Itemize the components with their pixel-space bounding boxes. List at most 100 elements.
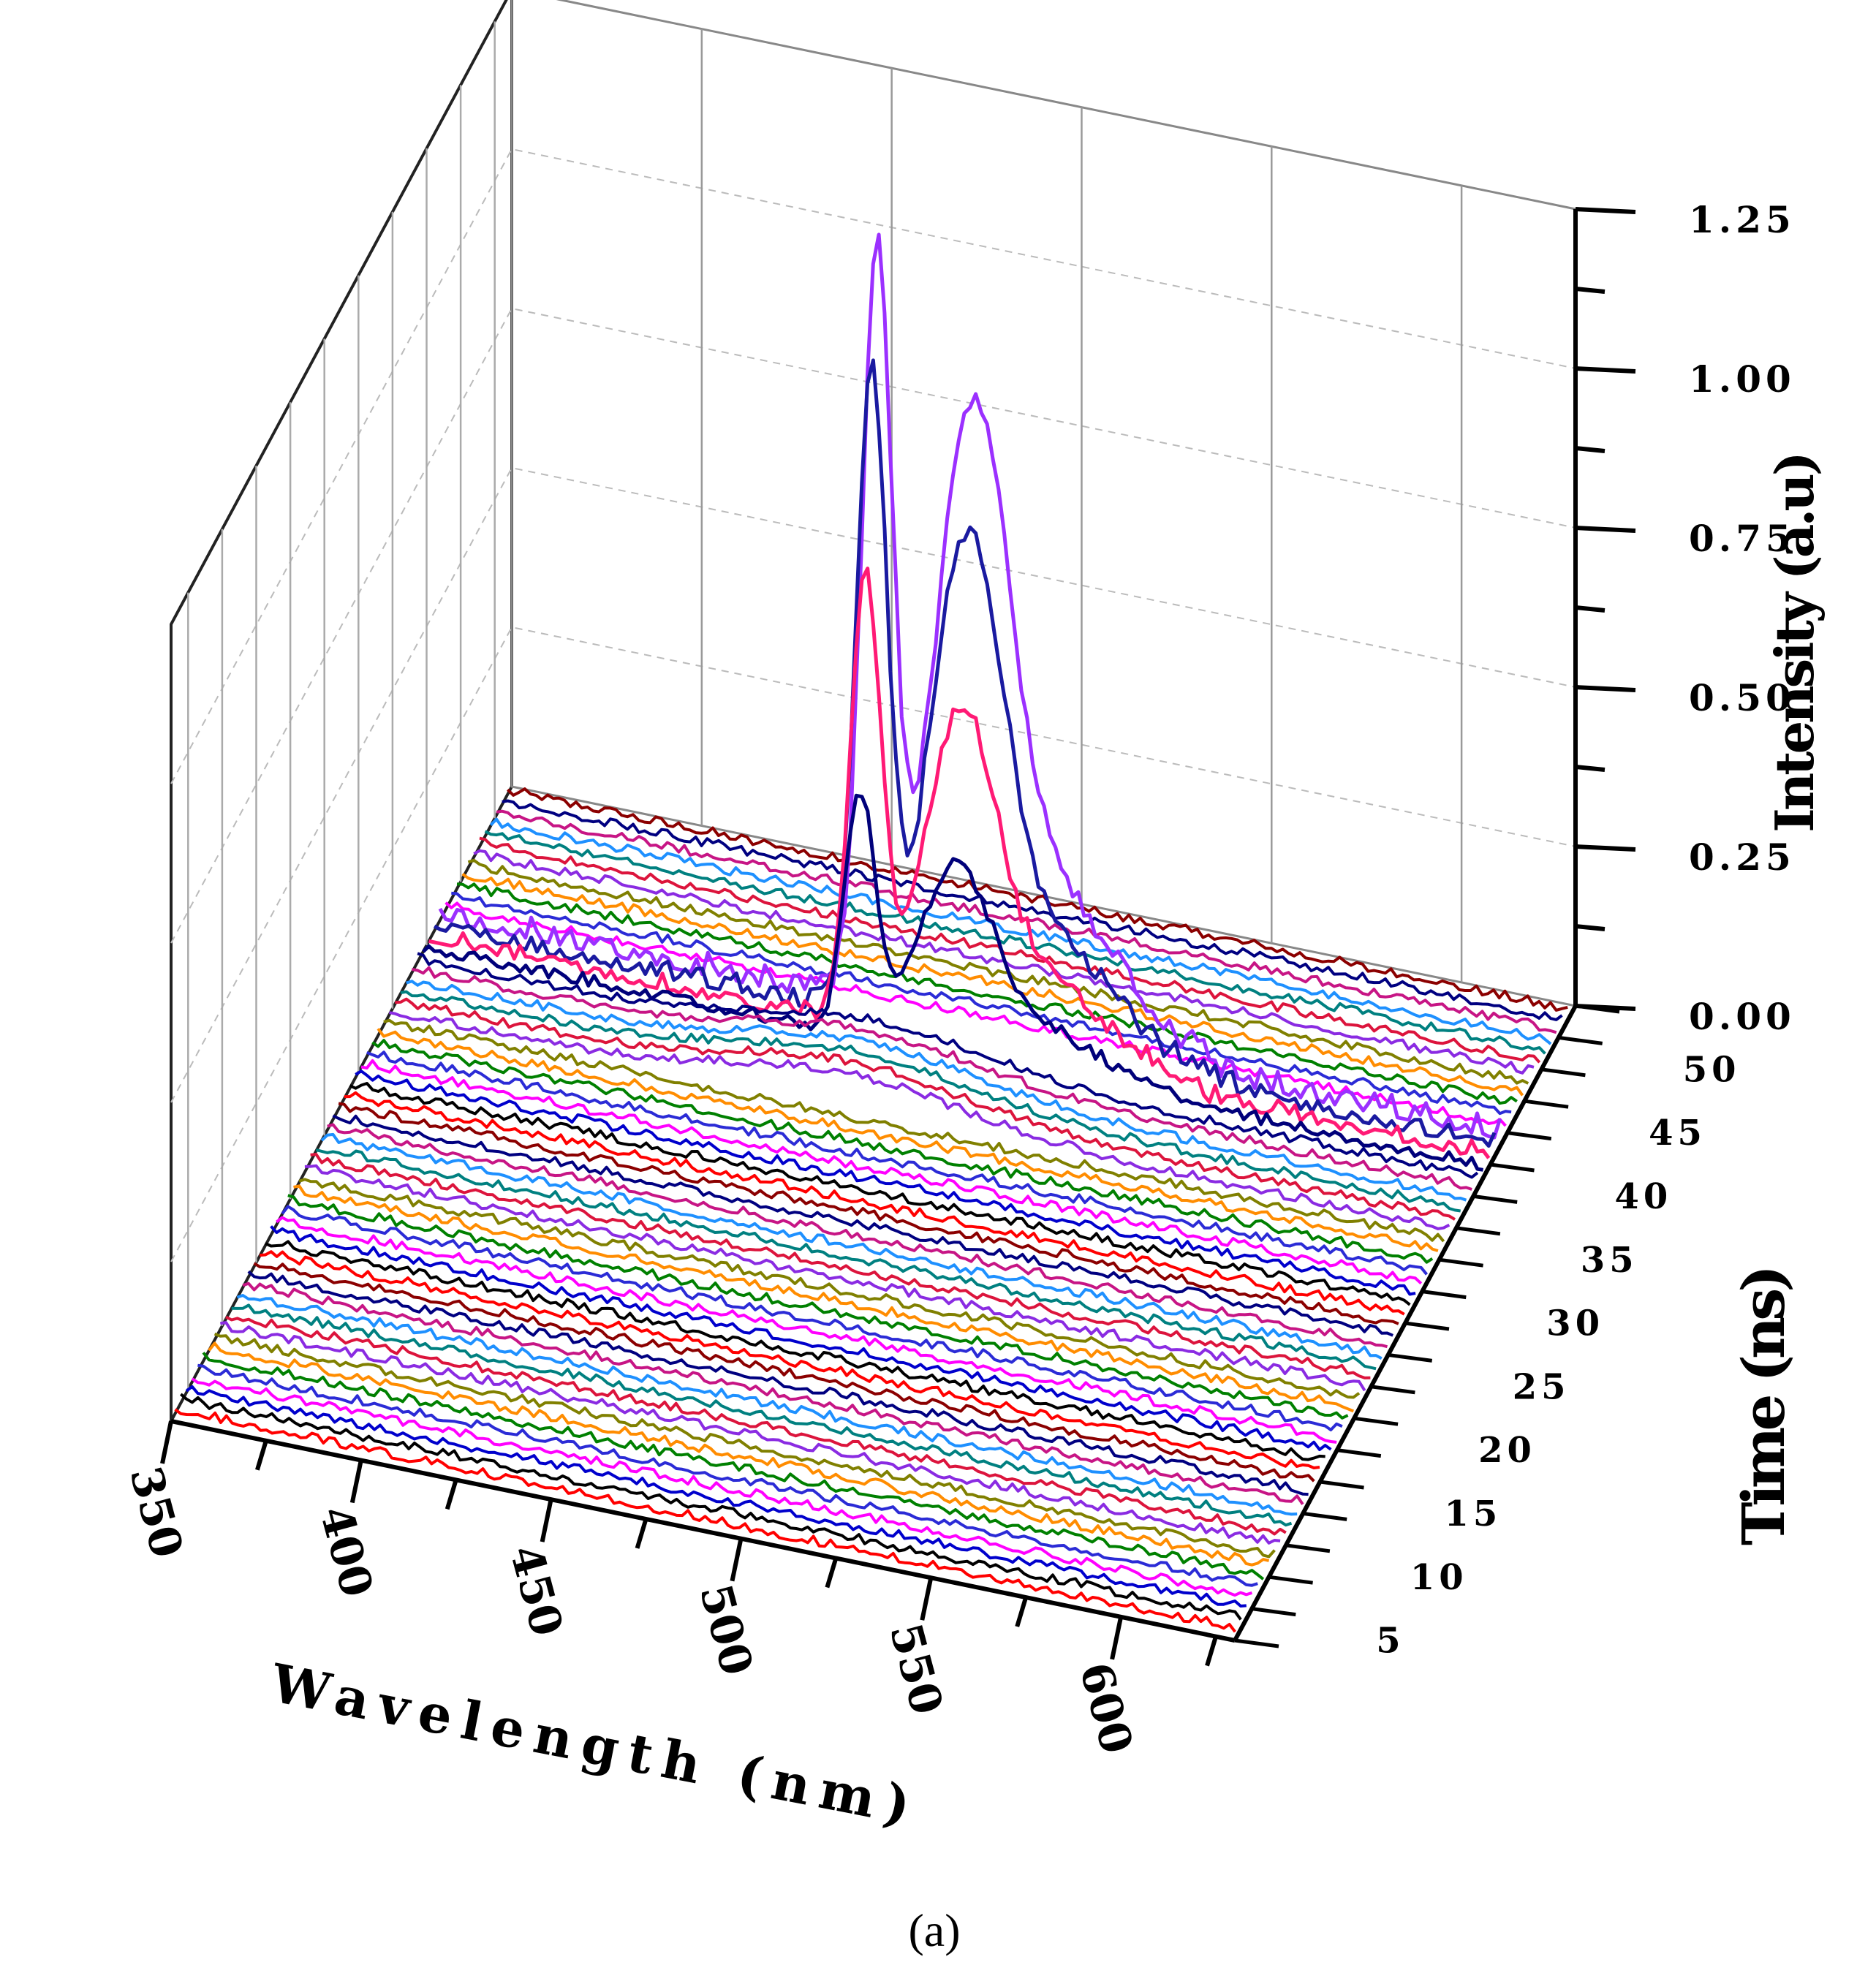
series-line <box>219 1321 1281 1545</box>
series-line <box>179 1393 1242 1621</box>
peak-series-line <box>438 232 1502 1140</box>
time-tick-label: 10 <box>1410 1557 1468 1598</box>
intensity-tick <box>1575 844 1636 852</box>
series-line <box>332 1114 1393 1337</box>
series-line <box>344 1091 1405 1316</box>
series-line <box>225 1315 1287 1536</box>
series-line <box>213 1332 1276 1559</box>
time-tick <box>1353 1416 1399 1426</box>
intensity-tick-label: 0.75 <box>1689 517 1796 560</box>
peak-series-line <box>433 358 1497 1148</box>
wavelength-axis <box>170 1419 1236 1643</box>
intensity-tick <box>1575 765 1605 772</box>
series-line <box>191 1377 1253 1597</box>
series-line <box>479 836 1541 1064</box>
series-line <box>417 952 1479 1179</box>
chart-back-walls <box>170 0 1577 1422</box>
series-line <box>270 1225 1332 1451</box>
time-tick-label: 45 <box>1649 1113 1706 1154</box>
time-tick <box>1371 1385 1415 1395</box>
time-tick <box>1320 1480 1364 1490</box>
time-tick <box>1541 1067 1586 1078</box>
wavelength-tick <box>445 1479 458 1510</box>
wavelength-tick-label: 350 <box>119 1461 192 1563</box>
chart-gridlines <box>170 21 1576 1390</box>
series-line <box>287 1194 1349 1420</box>
series-line <box>461 872 1524 1097</box>
wavelength-tick-label: 450 <box>499 1540 572 1641</box>
wavelength-tick <box>635 1518 648 1549</box>
intensity-tick-label: 0.00 <box>1689 995 1796 1038</box>
intensity-tick <box>1575 1004 1636 1011</box>
series-line <box>320 1132 1383 1360</box>
intensity-tick <box>1575 446 1605 453</box>
series-line <box>506 787 1568 1012</box>
series-line <box>327 1123 1388 1349</box>
series-line <box>293 1184 1355 1413</box>
series-line <box>208 1341 1270 1567</box>
series-line <box>338 1102 1399 1325</box>
wavelength-axis-title: Wavelength (nm) <box>265 1651 926 1839</box>
time-axis-title: Time (ns) <box>1729 1269 1798 1545</box>
intensity-tick-label: 1.25 <box>1689 198 1796 241</box>
time-tick <box>1421 1290 1467 1300</box>
wavelength-tick <box>1205 1635 1218 1667</box>
time-tick <box>1404 1321 1450 1331</box>
intensity-tick <box>1575 685 1636 692</box>
intensity-tick <box>1575 366 1636 374</box>
series-line <box>242 1281 1304 1505</box>
series-line <box>281 1205 1343 1431</box>
intensity-tick-label: 0.50 <box>1689 676 1796 719</box>
wavelength-tick <box>1015 1597 1029 1627</box>
wavelength-tick <box>1110 1616 1124 1660</box>
time-tick-label: 25 <box>1513 1366 1570 1407</box>
series-line <box>310 1153 1371 1379</box>
series-line <box>265 1240 1325 1461</box>
series-line <box>377 1027 1439 1252</box>
series-line <box>174 1408 1236 1633</box>
series-line <box>451 891 1512 1116</box>
time-tick-label: 20 <box>1478 1430 1536 1471</box>
series-line <box>371 1039 1434 1264</box>
series-line <box>412 966 1472 1191</box>
time-tick-label: 30 <box>1546 1303 1604 1344</box>
wavelength-tick <box>920 1577 934 1621</box>
time-tick <box>1268 1575 1313 1585</box>
z-gridline <box>170 307 1576 944</box>
time-tick <box>1388 1352 1433 1363</box>
time-tick <box>1302 1511 1347 1521</box>
time-tick <box>1456 1226 1501 1236</box>
series-line <box>360 1059 1423 1285</box>
series-line <box>395 997 1456 1221</box>
wavelength-tick <box>160 1420 173 1464</box>
series-line <box>489 817 1552 1045</box>
intensity-tick-label: 0.25 <box>1689 836 1796 879</box>
series-line <box>484 830 1546 1055</box>
wavelength-tick-label: 550 <box>880 1618 953 1720</box>
z-gridline <box>170 466 1576 1103</box>
intensity-tick-label: 1.00 <box>1689 357 1796 401</box>
series-line <box>260 1250 1320 1469</box>
series-line <box>202 1352 1265 1580</box>
time-tick-label: 35 <box>1581 1240 1638 1281</box>
time-tick <box>1439 1257 1483 1268</box>
chart-series-group <box>174 232 1568 1633</box>
time-tick-label: 40 <box>1615 1176 1673 1217</box>
series-line <box>185 1385 1247 1608</box>
wavelength-tick <box>540 1499 553 1542</box>
peak-series-line <box>422 793 1483 1172</box>
time-tick <box>1336 1448 1382 1458</box>
z-gridline <box>170 148 1576 784</box>
series-line <box>400 990 1461 1213</box>
figure-caption: (a) <box>908 1904 960 1956</box>
time-tick <box>1234 1638 1279 1648</box>
intensity-tick <box>1575 605 1605 613</box>
left-wall <box>170 0 513 1422</box>
wavelength-tick <box>825 1557 839 1589</box>
time-tick <box>1472 1194 1518 1204</box>
series-line <box>304 1164 1366 1392</box>
time-tick <box>1285 1543 1331 1553</box>
intensity-tick <box>1575 924 1605 931</box>
series-line <box>383 1018 1445 1243</box>
